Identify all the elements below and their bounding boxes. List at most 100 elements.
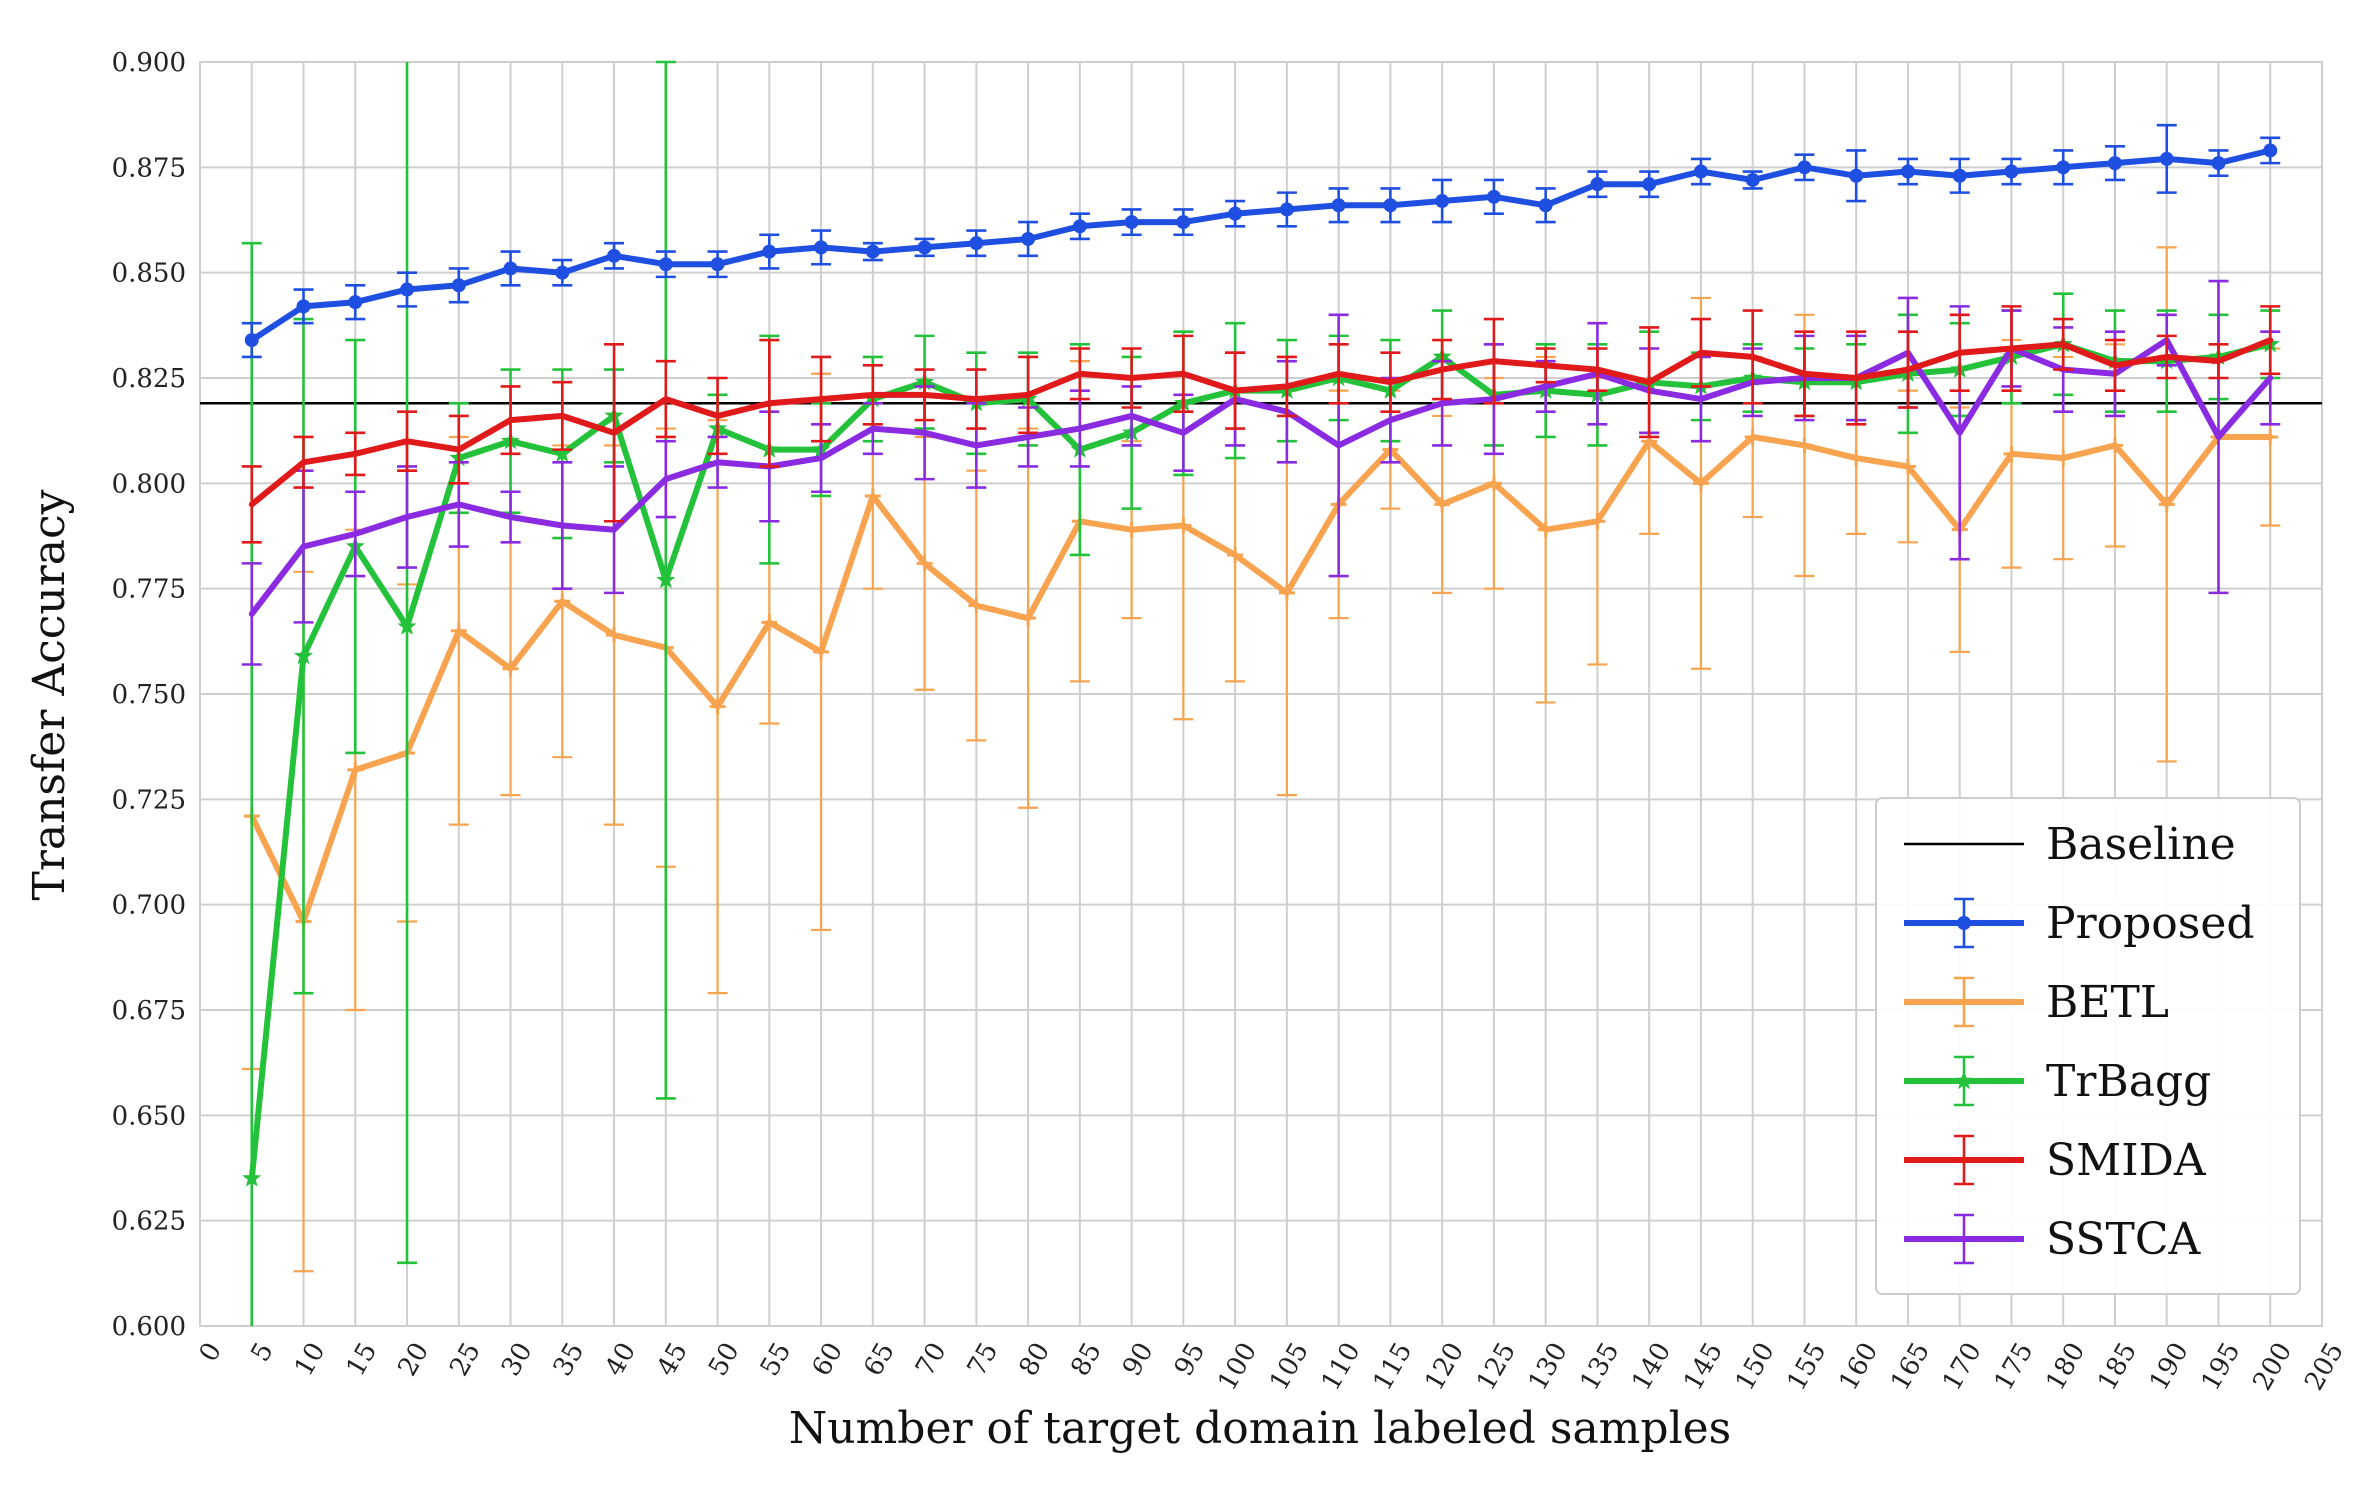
point-proposed: [503, 261, 518, 276]
point-smida: [1648, 381, 1650, 383]
y-tick-label: 0.700: [112, 891, 186, 921]
point-smida: [510, 419, 512, 421]
line-proposed: [248, 147, 2274, 344]
y-tick-label: 0.775: [112, 575, 186, 605]
point-betl: [2158, 496, 2175, 513]
point-sstca: [561, 524, 563, 526]
point-betl: [2003, 445, 2020, 462]
legend: Baseline Proposed BETL TrBagg SMIDA SSTCA: [1875, 797, 2301, 1295]
point-sstca: [303, 546, 305, 548]
point-sstca: [1027, 436, 1029, 438]
point-proposed: [1486, 189, 1501, 204]
point-sstca: [354, 533, 356, 535]
y-tick-label: 0.875: [112, 153, 186, 183]
y-tick-label: 0.750: [112, 680, 186, 710]
legend-label-betl: BETL: [2046, 977, 2169, 1028]
point-proposed: [2004, 164, 2019, 179]
point-sstca: [1131, 415, 1133, 417]
point-sstca: [1389, 419, 1391, 421]
point-smida: [1234, 390, 1236, 392]
y-tick-label: 0.900: [112, 48, 186, 78]
point-smida: [1803, 373, 1805, 375]
point-sstca: [251, 613, 253, 615]
point-smida: [2269, 339, 2271, 341]
point-sstca: [717, 461, 719, 463]
point-sstca: [1338, 444, 1340, 446]
point-proposed: [1383, 198, 1398, 213]
point-betl: [1848, 450, 1865, 467]
point-proposed: [1797, 160, 1812, 175]
point-betl: [606, 627, 623, 644]
point-sstca: [1959, 432, 1961, 434]
point-proposed: [2107, 156, 2122, 171]
point-smida: [717, 415, 719, 417]
point-proposed: [1538, 198, 1553, 213]
point-betl: [1175, 517, 1192, 534]
point-smida: [924, 394, 926, 396]
point-proposed: [244, 333, 259, 348]
point-sstca: [975, 444, 977, 446]
legend-item-sstca: SSTCA: [1904, 1213, 2202, 1265]
point-proposed: [1745, 172, 1760, 187]
point-proposed: [1124, 215, 1139, 230]
legend-item-smida: SMIDA: [1904, 1134, 2207, 1186]
point-proposed: [1900, 164, 1915, 179]
axes-border: [199, 61, 2323, 1327]
point-betl: [1020, 610, 1037, 627]
point-sstca: [1441, 402, 1443, 404]
point-trbagg: [656, 570, 676, 589]
y-tick-label: 0.625: [112, 1207, 186, 1237]
point-betl: [709, 698, 726, 715]
y-tick-label: 0.825: [112, 364, 186, 394]
point-smida: [1182, 373, 1184, 375]
point-sstca: [2217, 436, 2219, 438]
series-proposed: [241, 123, 2281, 359]
legend-item-trbagg: TrBagg: [1904, 1055, 2211, 1107]
point-proposed: [2056, 160, 2071, 175]
point-proposed: [1279, 202, 1294, 217]
point-smida: [2062, 343, 2064, 345]
legend-label-sstca: SSTCA: [2046, 1214, 2202, 1265]
point-trbagg: [397, 616, 417, 635]
point-sstca: [665, 478, 667, 480]
point-betl: [1589, 513, 1606, 530]
point-smida: [1545, 364, 1547, 366]
point-smida: [1700, 352, 1702, 354]
point-smida: [1855, 377, 1857, 379]
point-sstca: [1545, 385, 1547, 387]
y-tick-label: 0.650: [112, 1101, 186, 1131]
point-sstca: [1700, 398, 1702, 400]
point-smida: [975, 398, 977, 400]
point-smida: [1338, 373, 1340, 375]
legend-label-proposed: Proposed: [2046, 898, 2255, 949]
point-proposed: [1021, 231, 1036, 246]
point-smida: [1027, 394, 1029, 396]
legend-item-proposed: Proposed: [1904, 897, 2255, 949]
point-proposed: [865, 244, 880, 259]
point-sstca: [872, 428, 874, 430]
point-smida: [561, 415, 563, 417]
line-smida: [248, 337, 2274, 508]
point-betl: [968, 597, 985, 614]
point-betl: [1899, 458, 1916, 475]
point-proposed: [1435, 194, 1450, 209]
point-betl: [1123, 521, 1140, 538]
point-betl: [761, 614, 778, 631]
point-betl: [1434, 496, 1451, 513]
y-tick-label: 0.725: [112, 785, 186, 815]
point-proposed: [658, 257, 673, 272]
point-betl: [2106, 437, 2123, 454]
point-smida: [458, 449, 460, 451]
point-betl: [554, 593, 571, 610]
legend-marker-trbagg: [1954, 1071, 1974, 1090]
point-sstca: [613, 529, 615, 531]
point-smida: [820, 398, 822, 400]
line-betl: [248, 434, 2274, 925]
point-smida: [665, 398, 667, 400]
point-sstca: [924, 432, 926, 434]
point-proposed: [2211, 156, 2226, 171]
point-smida: [872, 394, 874, 396]
point-sstca: [510, 516, 512, 518]
point-smida: [2166, 356, 2168, 358]
